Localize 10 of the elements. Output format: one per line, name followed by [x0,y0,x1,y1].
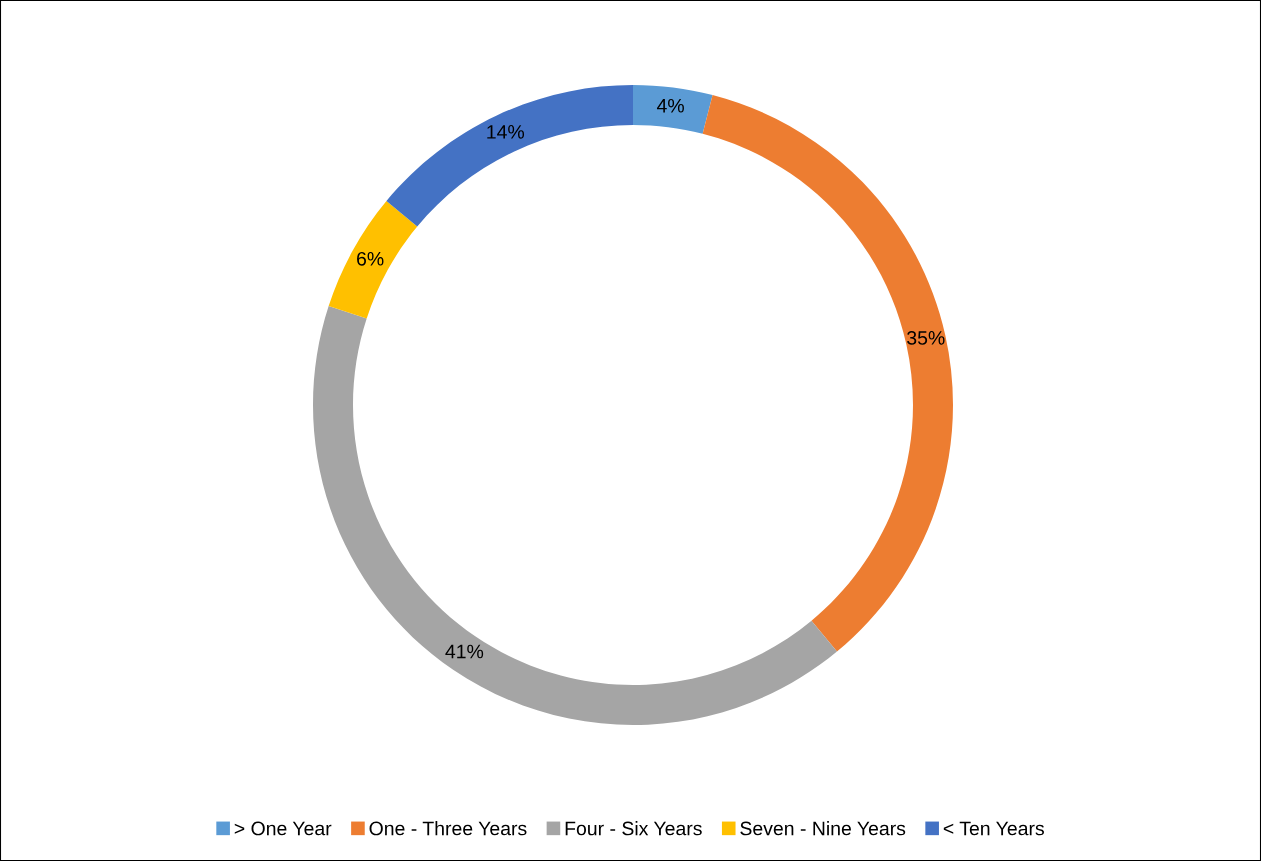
legend-label: < Ten Years [943,821,1044,836]
legend-label: One - Three Years [369,821,527,836]
data-label: 14% [487,125,525,139]
data-label: 41% [445,644,484,659]
legend-label: Four - Six Years [565,821,702,836]
data-label: 6% [357,251,384,266]
data-label: 35% [907,331,945,345]
data-label: 4% [656,98,684,113]
legend-label: Seven - Nine Years [740,821,906,836]
legend-label: > One Year [234,821,332,836]
